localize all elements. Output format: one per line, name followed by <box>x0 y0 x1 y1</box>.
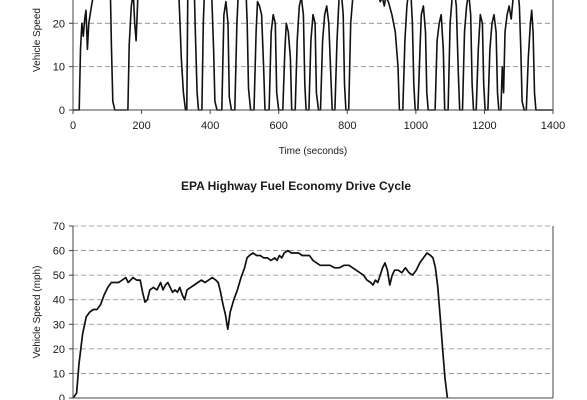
x-tick-label-800: 800 <box>338 120 356 132</box>
y-tick-label-0: 0 <box>59 393 65 400</box>
x-tick-label-1000: 1000 <box>404 120 428 132</box>
chart2-y-tick-labels: 0 10 20 30 40 50 60 70 <box>53 221 65 400</box>
chart1-series-line <box>73 0 553 111</box>
y-tick-label-20: 20 <box>53 18 65 30</box>
x-tick-label-1400: 1400 <box>541 120 565 132</box>
chart2-series-line <box>72 249 449 399</box>
y-tick-label-0: 0 <box>59 105 65 117</box>
chart2-y-axis-label: Vehicle Speed (mph) <box>32 266 43 359</box>
x-tick-label-1200: 1200 <box>472 120 496 132</box>
chart2-gridlines <box>73 225 553 374</box>
chart1-gridlines <box>73 22 553 68</box>
y-tick-label-40: 40 <box>53 295 65 307</box>
chart-epa-highway: 0 10 20 30 40 50 60 70 Vehicle Speed (mph) <box>32 221 554 400</box>
y-tick-label-10: 10 <box>53 62 65 74</box>
chart1-axes <box>69 0 554 114</box>
chart2-title: EPA Highway Fuel Economy Drive Cycle <box>181 179 411 193</box>
y-tick-label-10: 10 <box>53 368 65 380</box>
y-tick-label-30: 30 <box>53 319 65 331</box>
x-tick-label-400: 400 <box>201 120 219 132</box>
y-tick-label-50: 50 <box>53 270 65 282</box>
y-tick-label-70: 70 <box>53 221 65 233</box>
x-tick-label-600: 600 <box>270 120 288 132</box>
chart2-axes <box>69 225 554 399</box>
x-tick-label-200: 200 <box>132 120 150 132</box>
chart1-x-tick-labels: 0 200 400 600 800 1000 1200 1400 <box>70 120 565 132</box>
chart1-x-axis-label: Time (seconds) <box>279 146 348 157</box>
x-tick-label-0: 0 <box>70 120 76 132</box>
chart1-y-axis-label: Vehicle Speed <box>32 8 43 72</box>
y-tick-label-20: 20 <box>53 344 65 356</box>
y-tick-label-60: 60 <box>53 246 65 258</box>
